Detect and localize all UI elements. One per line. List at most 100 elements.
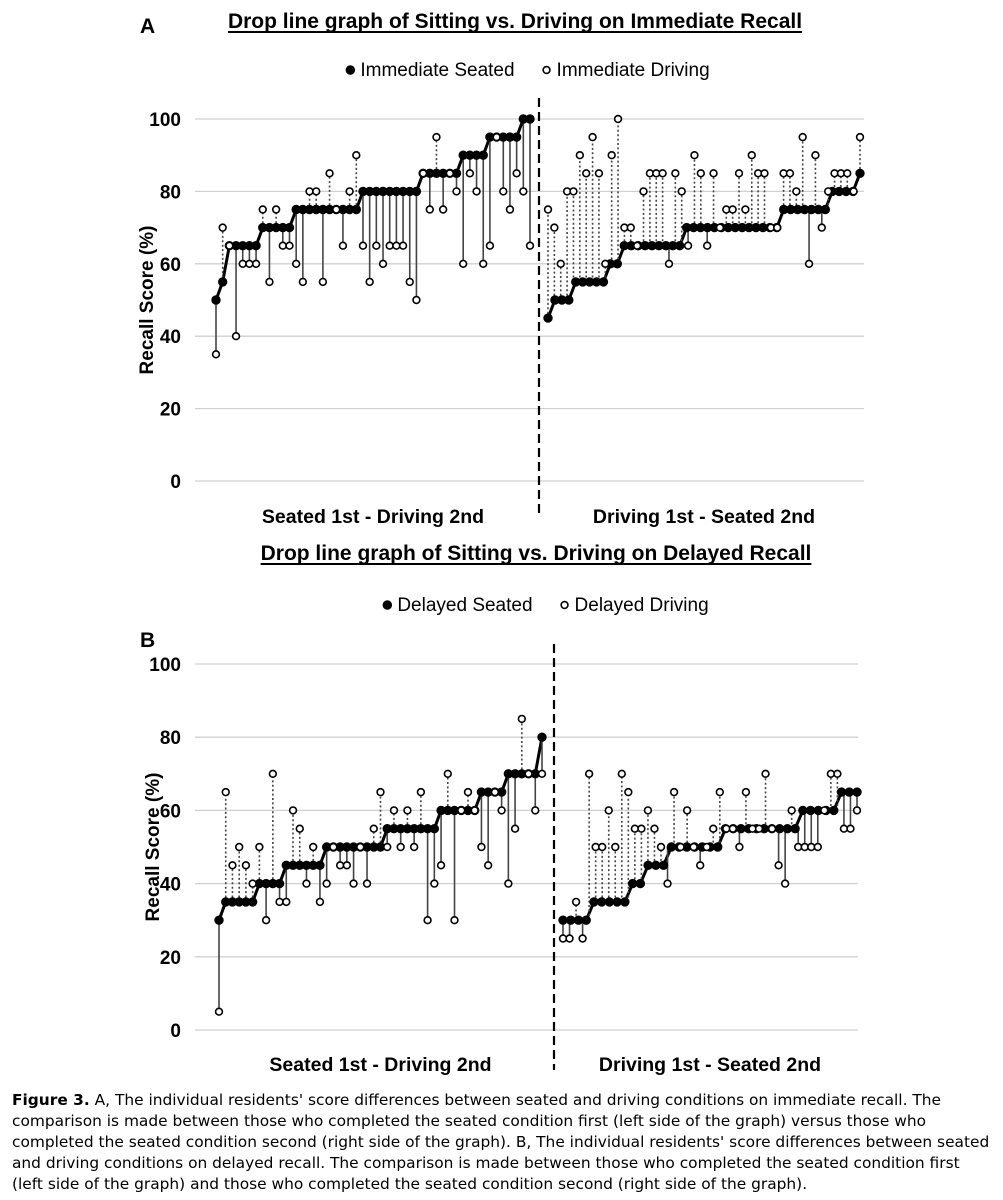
driving-point (443, 769, 452, 779)
driving-point (709, 824, 718, 833)
seated-point (790, 824, 800, 834)
driving-point (578, 934, 587, 943)
driving-point (510, 824, 520, 833)
driving-point (291, 259, 301, 268)
driving-point (525, 241, 535, 250)
driving-point (833, 769, 842, 779)
seated-point (844, 787, 854, 797)
driving-point (322, 879, 331, 888)
seated-point (604, 897, 615, 907)
y-axis-label: Recall Score (%) (143, 773, 164, 922)
driving-point (483, 861, 493, 870)
seated-point (666, 842, 677, 852)
seated-point (511, 132, 522, 142)
driving-point (221, 787, 230, 797)
driving-point (458, 259, 468, 268)
driving-point (329, 842, 338, 852)
driving-point (389, 806, 399, 815)
driving-point (728, 205, 737, 214)
driving-point (811, 151, 820, 160)
group-seated-first: Seated 1st - Driving 2nd (211, 114, 535, 528)
driving-point (760, 169, 769, 178)
driving-point (689, 842, 698, 852)
driving-point (823, 187, 833, 196)
driving-point (531, 806, 540, 815)
driving-point (278, 241, 288, 250)
driving-point (298, 277, 308, 287)
driving-point (604, 806, 613, 815)
driving-point (690, 151, 699, 160)
driving-point (490, 787, 500, 797)
driving-point (225, 241, 234, 250)
driving-point (735, 842, 744, 852)
driving-point (463, 787, 473, 797)
driving-point (517, 714, 527, 724)
driving-point (650, 824, 659, 833)
legend-label-driving: Immediate Driving (557, 60, 710, 81)
group-label: Driving 1st - Seated 2nd (593, 506, 815, 528)
driving-point (398, 241, 408, 250)
driving-point (497, 806, 506, 815)
driving-point (211, 350, 221, 359)
group-seated-first: Seated 1st - Driving 2nd (214, 714, 547, 1076)
driving-point (282, 897, 291, 907)
seated-point (558, 915, 568, 925)
driving-point (499, 187, 508, 196)
driving-point (405, 277, 414, 287)
chart-title: Drop line graph of Sitting vs. Driving o… (261, 542, 812, 565)
driving-point (412, 295, 421, 305)
driving-point (335, 861, 345, 870)
driving-point (318, 277, 328, 287)
seated-point (836, 787, 847, 797)
seated-point (627, 878, 638, 889)
seated-point (596, 897, 607, 907)
driving-point (356, 842, 365, 852)
driving-point (409, 842, 419, 852)
driving-point (352, 151, 361, 160)
seated-point (635, 878, 646, 889)
group-label: Seated 1st - Driving 2nd (269, 1054, 491, 1076)
y-tick-label: 40 (160, 327, 181, 348)
driving-point (436, 861, 446, 870)
driving-point (315, 897, 325, 907)
driving-point (780, 879, 790, 888)
seated-point (713, 842, 723, 852)
driving-point (265, 277, 274, 287)
seated-point (564, 295, 574, 305)
driving-point (396, 842, 405, 852)
legend: Delayed Seated Delayed Driving (382, 595, 709, 616)
seated-point (658, 860, 669, 870)
driving-point (671, 169, 680, 178)
caption-lead: Figure 3. (12, 1091, 90, 1109)
driving-point (477, 842, 486, 852)
driving-point (268, 769, 278, 779)
legend: Immediate Seated Immediate Driving (345, 60, 710, 81)
seated-point (782, 824, 793, 834)
driving-point (234, 842, 244, 852)
seated-point (612, 897, 622, 907)
driving-point (773, 223, 782, 232)
driving-point (643, 806, 653, 815)
driving-point (288, 806, 298, 815)
driving-point (787, 806, 796, 815)
seated-point (573, 915, 584, 925)
driving-point (774, 861, 783, 870)
driving-point (305, 187, 314, 196)
driving-point (342, 861, 352, 870)
driving-point (611, 842, 620, 852)
driving-point (597, 842, 607, 852)
driving-point (285, 241, 294, 250)
seated-point (214, 915, 224, 925)
group-label: Seated 1st - Driving 2nd (262, 506, 484, 528)
driving-point (383, 842, 392, 852)
driving-point (658, 169, 667, 178)
seated-point (211, 295, 221, 305)
legend-marker-seated (382, 600, 393, 610)
driving-point (601, 259, 610, 268)
driving-point (617, 769, 626, 779)
seated-point (651, 860, 661, 870)
driving-point (432, 132, 441, 142)
driving-point (248, 879, 257, 888)
driving-point (785, 169, 795, 178)
driving-point (385, 241, 394, 250)
